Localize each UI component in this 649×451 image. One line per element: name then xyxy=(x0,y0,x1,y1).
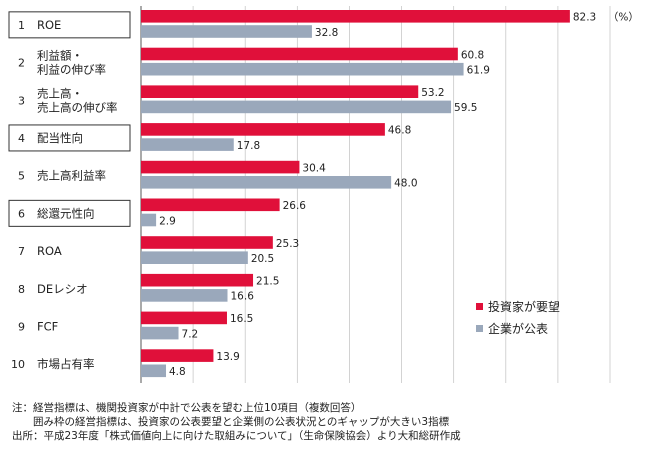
category-label: 市場占有率 xyxy=(37,357,95,371)
data-label: 46.8 xyxy=(388,125,411,137)
category-number: 1 xyxy=(18,19,25,32)
data-label: 7.2 xyxy=(182,328,199,340)
category-label: 売上高の伸び率 xyxy=(37,100,118,114)
legend-label: 投資家が要望 xyxy=(488,299,560,314)
bar-chart: 1 ROE 82.3 32.8 2 利益額・利益の伸び率 60.8 61.9 3 売上高・売上高の… xyxy=(8,6,639,383)
bar-company xyxy=(141,326,179,340)
data-label: 61.9 xyxy=(467,65,490,77)
category-label: 売上高・ xyxy=(37,86,83,100)
bar-investor xyxy=(141,349,214,362)
category-label: FCF xyxy=(37,319,58,333)
data-label: 2.9 xyxy=(159,215,176,227)
bar-investor xyxy=(141,123,385,136)
data-label: 13.9 xyxy=(216,351,239,363)
category-number: 7 xyxy=(18,245,25,258)
category-number: 3 xyxy=(18,94,25,107)
category-label: ROA xyxy=(37,244,62,258)
bar-investor xyxy=(141,198,280,212)
data-label: 21.5 xyxy=(256,276,279,288)
note-line-2: 囲み枠の経営指標は、投資家の公表要望と企業側の公表状況とのギャップが大きい3指標 xyxy=(12,416,450,428)
bar-investor xyxy=(141,160,300,174)
bar-investor xyxy=(141,85,419,98)
bar-company xyxy=(141,289,228,302)
category-box xyxy=(8,199,131,227)
bar-investor xyxy=(141,273,254,287)
bar-company xyxy=(141,176,392,189)
category-number: 4 xyxy=(18,132,25,145)
bar-company xyxy=(141,251,248,264)
data-label: 20.5 xyxy=(251,253,274,265)
data-label: 16.6 xyxy=(231,291,255,303)
category-label: 利益額・ xyxy=(37,49,83,63)
data-label: 17.8 xyxy=(237,140,260,152)
unit-label: （%） xyxy=(608,12,639,24)
bar-company xyxy=(141,138,234,151)
data-label: 32.8 xyxy=(315,27,338,39)
legend-swatch xyxy=(476,325,483,332)
category-number: 5 xyxy=(18,170,25,183)
category-box xyxy=(8,124,131,152)
category-number: 6 xyxy=(18,207,25,220)
bar-company xyxy=(141,213,157,227)
bar-company xyxy=(141,62,464,76)
data-label: 26.6 xyxy=(283,200,307,212)
data-label: 82.3 xyxy=(573,12,596,24)
bar-company xyxy=(141,364,167,378)
bar-investor xyxy=(141,236,273,249)
data-label: 48.0 xyxy=(394,178,417,190)
category-label: 利益の伸び率 xyxy=(37,63,106,77)
category-label: 配当性向 xyxy=(37,131,83,145)
bar-company xyxy=(141,100,452,114)
data-label: 4.8 xyxy=(169,366,186,378)
data-label: 25.3 xyxy=(276,238,299,250)
data-label: 16.5 xyxy=(230,313,253,325)
data-label: 59.5 xyxy=(454,102,477,114)
chart-notes: 注：経営指標は、機関投資家が中計で公表を望む上位10項目（複数回答） 囲み枠の経… xyxy=(12,401,461,443)
category-number: 8 xyxy=(18,283,25,296)
note-line-1: 注：経営指標は、機関投資家が中計で公表を望む上位10項目（複数回答） xyxy=(12,402,362,414)
category-number: 9 xyxy=(18,320,25,333)
category-label: ROE xyxy=(37,18,61,32)
bar-company xyxy=(141,25,312,38)
data-label: 60.8 xyxy=(461,49,484,61)
bar-investor xyxy=(141,10,570,23)
bar-investor xyxy=(141,47,458,61)
category-number: 10 xyxy=(11,358,25,371)
note-line-3: 出所：平成23年度「株式価値向上に向けた取組みについて」（生命保険協会）より大和… xyxy=(12,430,461,442)
legend-swatch xyxy=(476,303,483,310)
category-label: 総還元性向 xyxy=(37,206,95,220)
data-label: 30.4 xyxy=(302,162,326,174)
category-box xyxy=(8,11,131,39)
data-label: 53.2 xyxy=(421,87,444,99)
legend-label: 企業が公表 xyxy=(488,321,548,336)
category-label: 売上高利益率 xyxy=(37,169,106,183)
category-number: 2 xyxy=(18,57,25,70)
category-label: DEレシオ xyxy=(37,282,88,296)
bar-investor xyxy=(141,311,227,325)
